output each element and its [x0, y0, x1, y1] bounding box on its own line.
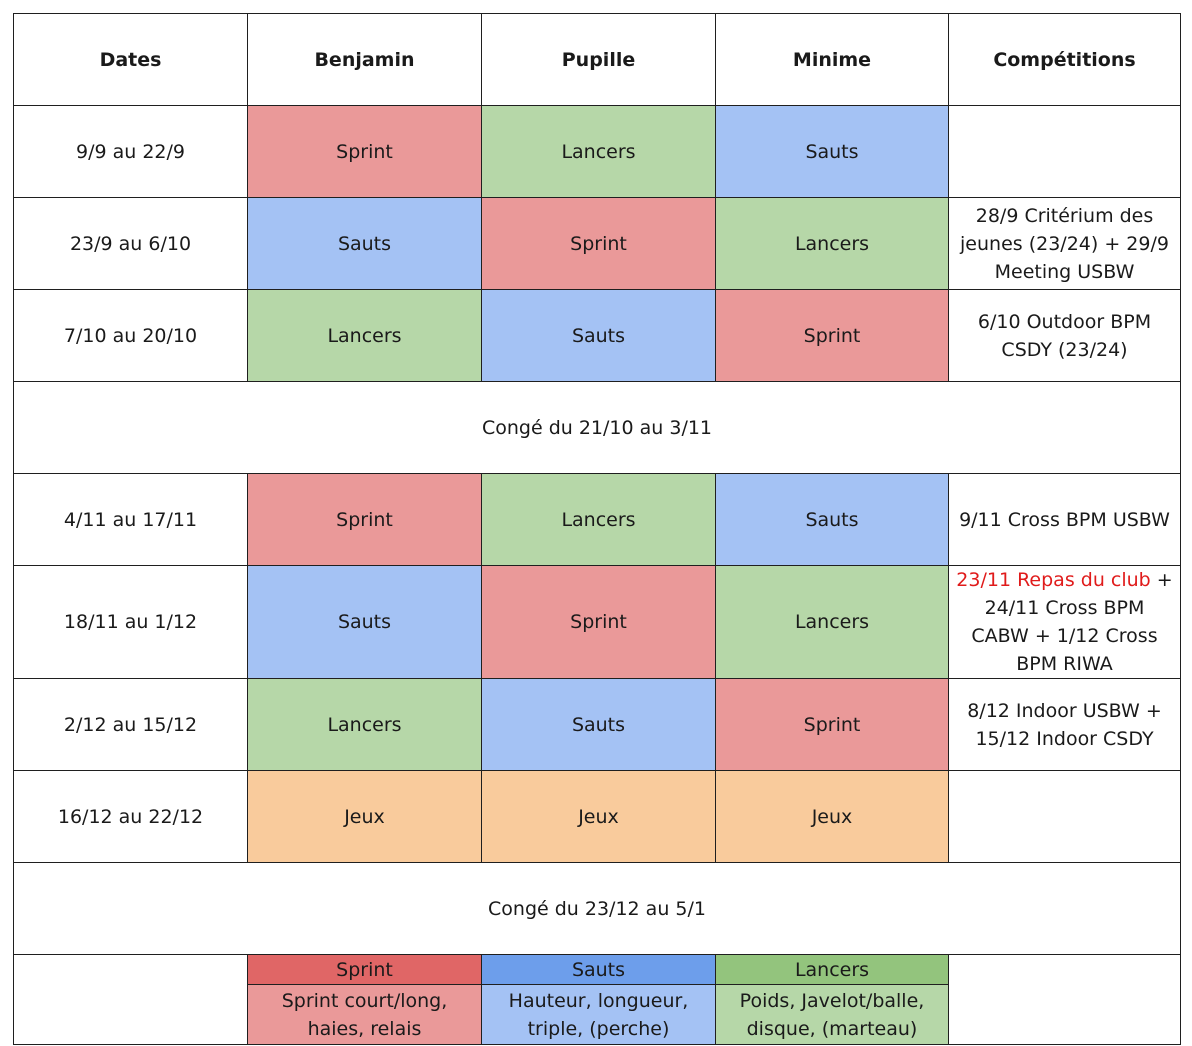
legend-empty-left [13, 954, 248, 1045]
competitions-cell: 6/10 Outdoor BPM CSDY (23/24) [948, 289, 1181, 382]
benjamin-cell: Lancers [247, 289, 482, 382]
pupille-cell: Lancers [481, 473, 716, 566]
minime-cell: Lancers [715, 565, 949, 679]
header-competitions: Compétitions [948, 13, 1181, 106]
date-cell: 16/12 au 22/12 [13, 770, 248, 863]
holiday-row: Congé du 21/10 au 3/11 [13, 381, 1181, 474]
legend-sprint-desc: Sprint court/long, haies, relais [247, 984, 482, 1045]
benjamin-cell: Jeux [247, 770, 482, 863]
legend-sprint-title: Sprint [247, 954, 482, 985]
legend-sauts-desc: Hauteur, longueur, triple, (perche) [481, 984, 716, 1045]
table-row: 2/12 au 15/12 Lancers Sauts Sprint 8/12 … [13, 678, 1181, 771]
table-row: 23/9 au 6/10 Sauts Sprint Lancers 28/9 C… [13, 197, 1181, 290]
pupille-cell: Sauts [481, 289, 716, 382]
table-row: 7/10 au 20/10 Lancers Sauts Sprint 6/10 … [13, 289, 1181, 382]
header-pupille: Pupille [481, 13, 716, 106]
pupille-cell: Sauts [481, 678, 716, 771]
benjamin-cell: Sauts [247, 197, 482, 290]
benjamin-cell: Sprint [247, 105, 482, 198]
minime-cell: Sauts [715, 473, 949, 566]
pupille-cell: Sprint [481, 197, 716, 290]
holiday-label: Congé du 23/12 au 5/1 [13, 862, 1181, 955]
legend-sauts-title: Sauts [481, 954, 716, 985]
date-cell: 18/11 au 1/12 [13, 565, 248, 679]
competitions-cell [948, 770, 1181, 863]
benjamin-cell: Sprint [247, 473, 482, 566]
table-row: 18/11 au 1/12 Sauts Sprint Lancers 23/11… [13, 565, 1181, 679]
competitions-cell: 9/11 Cross BPM USBW [948, 473, 1181, 566]
date-cell: 7/10 au 20/10 [13, 289, 248, 382]
pupille-cell: Jeux [481, 770, 716, 863]
header-benjamin: Benjamin [247, 13, 482, 106]
competitions-cell: 23/11 Repas du club + 24/11 Cross BPM CA… [948, 565, 1181, 679]
competitions-cell [948, 105, 1181, 198]
competitions-cell: 28/9 Critérium des jeunes (23/24) + 29/9… [948, 197, 1181, 290]
minime-cell: Jeux [715, 770, 949, 863]
legend-lancers-desc: Poids, Javelot/balle, disque, (marteau) [715, 984, 949, 1045]
benjamin-cell: Lancers [247, 678, 482, 771]
date-cell: 23/9 au 6/10 [13, 197, 248, 290]
table-row: 9/9 au 22/9 Sprint Lancers Sauts [13, 105, 1181, 198]
header-minime: Minime [715, 13, 949, 106]
date-cell: 9/9 au 22/9 [13, 105, 248, 198]
table-row: 4/11 au 17/11 Sprint Lancers Sauts 9/11 … [13, 473, 1181, 566]
minime-cell: Sprint [715, 289, 949, 382]
benjamin-cell: Sauts [247, 565, 482, 679]
competitions-cell: 8/12 Indoor USBW + 15/12 Indoor CSDY [948, 678, 1181, 771]
minime-cell: Sprint [715, 678, 949, 771]
club-dinner-highlight: 23/11 Repas du club [956, 569, 1151, 591]
holiday-label: Congé du 21/10 au 3/11 [13, 381, 1181, 474]
training-schedule-table: Dates Benjamin Pupille Minime Compétitio… [13, 13, 1181, 1045]
date-cell: 2/12 au 15/12 [13, 678, 248, 771]
table-row: 16/12 au 22/12 Jeux Jeux Jeux [13, 770, 1181, 863]
holiday-row: Congé du 23/12 au 5/1 [13, 862, 1181, 955]
minime-cell: Lancers [715, 197, 949, 290]
header-row: Dates Benjamin Pupille Minime Compétitio… [13, 13, 1181, 106]
legend-lancers-title: Lancers [715, 954, 949, 985]
legend-header-row: Sprint Sauts Lancers [13, 954, 1181, 1045]
pupille-cell: Lancers [481, 105, 716, 198]
competitions-text: + 24/11 Cross BPM CABW + 1/12 Cross BPM … [971, 569, 1173, 675]
legend-body-row: Sprint court/long, haies, relais Hauteur… [14, 984, 1181, 1045]
date-cell: 4/11 au 17/11 [13, 473, 248, 566]
pupille-cell: Sprint [481, 565, 716, 679]
minime-cell: Sauts [715, 105, 949, 198]
header-dates: Dates [13, 13, 248, 106]
legend-empty-right [948, 954, 1181, 1045]
